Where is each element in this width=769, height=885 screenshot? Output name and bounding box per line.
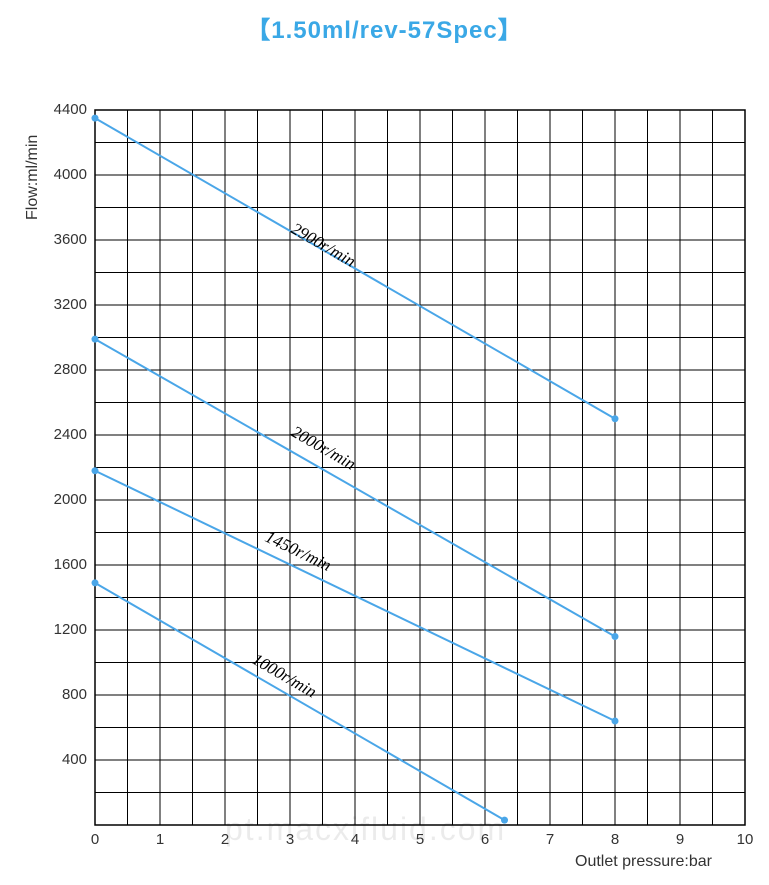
x-tick: 9 xyxy=(665,831,695,848)
x-axis-label: Outlet pressure:bar xyxy=(575,853,712,871)
y-tick: 3600 xyxy=(37,231,87,248)
y-tick: 4400 xyxy=(37,101,87,118)
y-tick: 2800 xyxy=(37,361,87,378)
x-tick: 0 xyxy=(80,831,110,848)
x-tick: 10 xyxy=(730,831,760,848)
y-tick: 3200 xyxy=(37,296,87,313)
y-tick: 800 xyxy=(37,686,87,703)
y-tick: 400 xyxy=(37,751,87,768)
x-tick: 2 xyxy=(210,831,240,848)
series-label: 2900r/min xyxy=(288,219,359,271)
x-tick: 6 xyxy=(470,831,500,848)
x-tick: 1 xyxy=(145,831,175,848)
y-tick: 1600 xyxy=(37,556,87,573)
y-tick: 4000 xyxy=(37,166,87,183)
y-tick: 2400 xyxy=(37,426,87,443)
plot-svg: 2900r/min2000r/min1450r/min1000r/min xyxy=(0,55,769,885)
chart-area: Flow:ml/min Outlet pressure:bar 2900r/mi… xyxy=(0,55,769,885)
chart-title: 【1.50ml/rev-57Spec】 xyxy=(0,10,769,45)
x-tick: 7 xyxy=(535,831,565,848)
y-tick: 2000 xyxy=(37,491,87,508)
x-tick: 4 xyxy=(340,831,370,848)
series-label: 2000r/min xyxy=(288,422,359,474)
x-tick: 3 xyxy=(275,831,305,848)
x-tick: 5 xyxy=(405,831,435,848)
y-tick: 1200 xyxy=(37,621,87,638)
x-tick: 8 xyxy=(600,831,630,848)
